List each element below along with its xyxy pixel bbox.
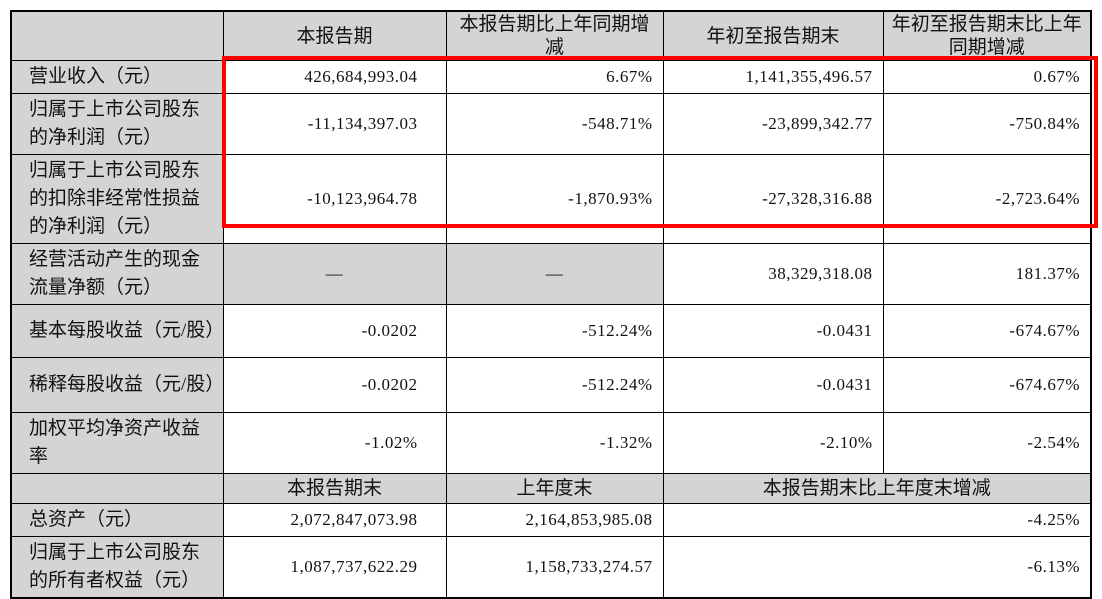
label-cell: 归属于上市公司股东的扣除非经常性损益的净利润（元）	[10, 154, 224, 244]
table-row-total-assets: 总资产（元） 2,072,847,073.98 2,164,853,985.08…	[10, 503, 1092, 537]
label-cell: 归属于上市公司股东的所有者权益（元）	[10, 536, 224, 599]
table-row-weighted-avg-roe: 加权平均净资产收益率 -1.02% -1.32% -2.10% -2.54%	[10, 412, 1092, 474]
value-cell: -6.13%	[662, 536, 1092, 599]
value-cell: -1.02%	[222, 412, 447, 474]
value-cell: 0.67%	[882, 60, 1092, 94]
header-row-period: 本报告期 本报告期比上年同期增减 年初至报告期末 年初至报告期末比上年同期增减	[10, 10, 1092, 61]
label-cell: 归属于上市公司股东的净利润（元）	[10, 93, 224, 155]
value-cell: -0.0202	[222, 304, 447, 358]
table-row-owners-equity: 归属于上市公司股东的所有者权益（元） 1,087,737,622.29 1,15…	[10, 536, 1092, 599]
value-cell: -11,134,397.03	[222, 93, 447, 155]
header-empty-cell	[10, 473, 224, 504]
value-cell: -674.67%	[882, 304, 1092, 358]
value-cell: 1,158,733,274.57	[445, 536, 664, 599]
value-cell: -27,328,316.88	[662, 154, 884, 244]
value-cell: -512.24%	[445, 304, 664, 358]
label-cell: 稀释每股收益（元/股）	[10, 357, 224, 413]
value-cell: 6.67%	[445, 60, 664, 94]
table-row-operating-revenue: 营业收入（元） 426,684,993.04 6.67% 1,141,355,4…	[10, 60, 1092, 94]
header-row-period-end: 本报告期末 上年度末 本报告期末比上年度末增减	[10, 473, 1092, 504]
value-cell: -674.67%	[882, 357, 1092, 413]
value-cell: -2,723.64%	[882, 154, 1092, 244]
value-cell: -0.0431	[662, 357, 884, 413]
value-cell: 1,087,737,622.29	[222, 536, 447, 599]
value-cell: 2,164,853,985.08	[445, 503, 664, 537]
value-cell: 2,072,847,073.98	[222, 503, 447, 537]
value-cell: 181.37%	[882, 243, 1092, 305]
value-cell: -512.24%	[445, 357, 664, 413]
header-prior-year-end: 上年度末	[445, 473, 664, 504]
value-cell: -0.0431	[662, 304, 884, 358]
table-row-operating-cash-flow: 经营活动产生的现金流量净额（元） — — 38,329,318.08 181.3…	[10, 243, 1092, 305]
value-cell-empty-dash: —	[222, 243, 447, 305]
value-cell: -2.54%	[882, 412, 1092, 474]
value-cell: 1,141,355,496.57	[662, 60, 884, 94]
label-cell: 营业收入（元）	[10, 60, 224, 94]
value-cell: 38,329,318.08	[662, 243, 884, 305]
value-cell-empty-dash: —	[445, 243, 664, 305]
financial-summary-table: 本报告期 本报告期比上年同期增减 年初至报告期末 年初至报告期末比上年同期增减 …	[10, 10, 1092, 599]
value-cell: -4.25%	[662, 503, 1092, 537]
label-cell: 经营活动产生的现金流量净额（元）	[10, 243, 224, 305]
header-ytd: 年初至报告期末	[662, 10, 884, 61]
label-cell: 基本每股收益（元/股）	[10, 304, 224, 358]
value-cell: -1,870.93%	[445, 154, 664, 244]
value-cell: -0.0202	[222, 357, 447, 413]
header-empty-cell	[10, 10, 224, 61]
value-cell: 426,684,993.04	[222, 60, 447, 94]
value-cell: -548.71%	[445, 93, 664, 155]
value-cell: -23,899,342.77	[662, 93, 884, 155]
value-cell: -10,123,964.78	[222, 154, 447, 244]
table-row-diluted-eps: 稀释每股收益（元/股） -0.0202 -512.24% -0.0431 -67…	[10, 357, 1092, 413]
table-row-net-profit-excl-nonrecurring: 归属于上市公司股东的扣除非经常性损益的净利润（元） -10,123,964.78…	[10, 154, 1092, 244]
label-cell: 加权平均净资产收益率	[10, 412, 224, 474]
value-cell: -2.10%	[662, 412, 884, 474]
header-current-period-end: 本报告期末	[222, 473, 447, 504]
table-row-net-profit: 归属于上市公司股东的净利润（元） -11,134,397.03 -548.71%…	[10, 93, 1092, 155]
header-period-end-vs-prior-year-end: 本报告期末比上年度末增减	[662, 473, 1092, 504]
table-row-basic-eps: 基本每股收益（元/股） -0.0202 -512.24% -0.0431 -67…	[10, 304, 1092, 358]
header-current-period: 本报告期	[222, 10, 447, 61]
header-current-period-yoy-change: 本报告期比上年同期增减	[445, 10, 664, 61]
value-cell: -1.32%	[445, 412, 664, 474]
financial-summary: 本报告期 本报告期比上年同期增减 年初至报告期末 年初至报告期末比上年同期增减 …	[10, 10, 1098, 599]
value-cell: -750.84%	[882, 93, 1092, 155]
header-ytd-yoy-change: 年初至报告期末比上年同期增减	[882, 10, 1092, 61]
label-cell: 总资产（元）	[10, 503, 224, 537]
